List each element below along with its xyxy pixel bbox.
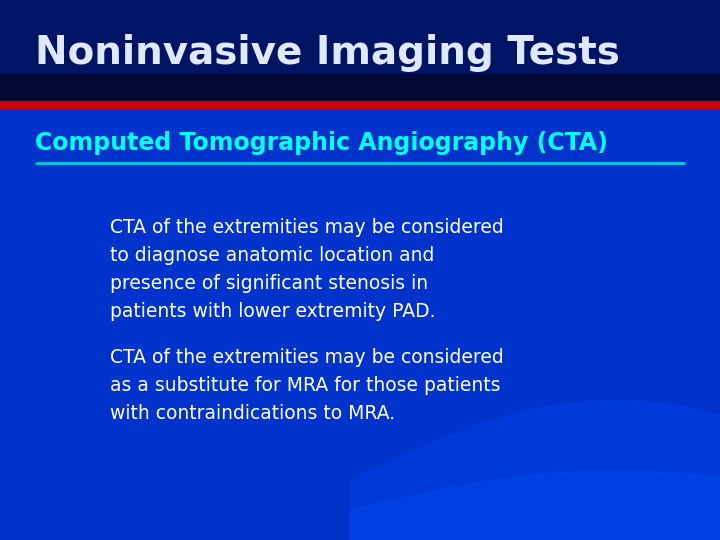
- Text: CTA of the extremities may be considered
to diagnose anatomic location and
prese: CTA of the extremities may be considered…: [110, 218, 504, 321]
- Bar: [0, 73, 720, 105]
- Bar: [0, 0, 720, 105]
- Text: Noninvasive Imaging Tests: Noninvasive Imaging Tests: [35, 33, 620, 71]
- Text: CTA of the extremities may be considered
as a substitute for MRA for those patie: CTA of the extremities may be considered…: [110, 348, 504, 423]
- Text: Computed Tomographic Angiography (CTA): Computed Tomographic Angiography (CTA): [35, 131, 608, 155]
